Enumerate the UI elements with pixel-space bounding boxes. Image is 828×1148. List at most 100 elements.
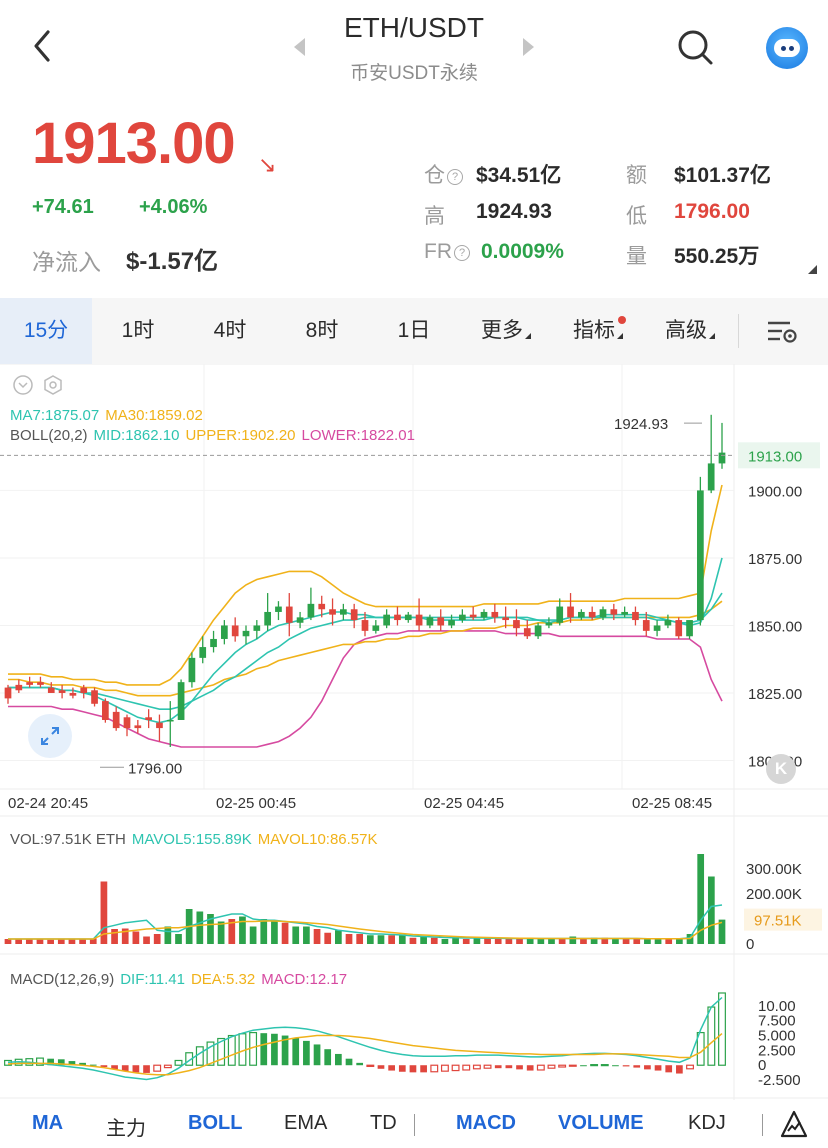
help-icon[interactable]: ? [454,245,470,261]
volume-bar [249,926,257,944]
candle-body [632,611,639,621]
indicator-volume[interactable]: VOLUME [558,1112,644,1134]
last-price: 1913.00 [32,111,236,176]
indicator-kdj[interactable]: KDJ [688,1112,726,1134]
candle-body [102,701,109,720]
legend-dif: DIF:11.41 [120,971,185,988]
macd-bar [335,1053,342,1066]
tab-1h[interactable]: 1时 [121,319,155,342]
indicator-ema[interactable]: EMA [284,1112,328,1134]
legend-dea: DEA:5.32 [191,971,255,988]
indicator-main-force[interactable]: 主力 [106,1118,146,1140]
candle-body [199,647,207,658]
volume-bar [111,929,118,944]
volume-y-tick: 200.00K [746,886,802,903]
gear-icon[interactable] [42,374,64,396]
candle-body [480,611,488,618]
candle-body [502,617,509,621]
candle-body [37,682,44,685]
candle-body [437,617,445,626]
candle-body [275,606,282,612]
tab-15m[interactable]: 15分 [0,298,92,364]
indicator-boll[interactable]: BOLL [188,1112,243,1134]
candle-body [318,603,326,610]
volume-bar [313,929,321,944]
candle-body [15,684,23,691]
tab-4h[interactable]: 4时 [213,319,247,342]
volume-bar [377,935,385,944]
boll-upper-line [8,484,723,686]
k-logo-icon[interactable]: K [766,754,796,784]
macd-bar [132,1065,140,1073]
macd-bar [505,1065,513,1069]
candle-body [340,609,347,615]
volume-bar [36,939,44,944]
volume-bar [143,936,150,944]
open-interest-stat: 仓? [424,159,463,189]
macd-bar [676,1065,683,1074]
candle-body [697,490,704,621]
tab-more[interactable]: 更多 [460,298,552,364]
indicator-ma[interactable]: MA [32,1112,64,1134]
macd-bar [345,1058,353,1066]
tab-1d[interactable]: 1日 [397,319,431,342]
volume-bar [57,939,65,944]
indicator-td[interactable]: TD [370,1112,397,1134]
search-icon[interactable] [676,27,714,67]
macd-bar [547,1064,556,1069]
candle-body [156,722,163,729]
expand-corner-icon[interactable] [808,265,817,274]
y-tick-label: 1850.00 [748,618,802,635]
indicator-macd[interactable]: MACD [456,1112,516,1134]
volume-bar [164,926,172,944]
tab-advanced-label: 高级 [665,319,707,342]
legend-mavol5: MAVOL5:155.89K [132,831,252,848]
candle-body [686,620,693,637]
volume-bar [345,934,353,944]
dea-line [7,1033,723,1076]
candle-body [4,687,12,699]
volume-bar [633,939,641,944]
legend-ma30: MA30:1859.02 [105,407,203,424]
next-pair-icon[interactable] [523,38,534,56]
volume-bar [153,934,161,944]
macd-bar [580,1065,587,1067]
kline-chart-svg[interactable]: 1900.001875.001850.001825.001800.001913.… [0,363,828,1104]
macd-bar [536,1064,545,1071]
volume-bar [409,937,417,944]
fullscreen-button[interactable] [28,714,72,758]
low-annotation: 1796.00 [128,760,182,777]
volume-bar [665,939,673,944]
collapse-chevron-icon[interactable] [12,374,34,396]
macd-y-tick: 0 [758,1057,766,1074]
previous-pair-icon[interactable] [294,38,305,56]
macd-bar [590,1064,599,1067]
volume-bar [526,937,534,944]
macd-bar [568,1064,577,1067]
macd-bar [451,1064,460,1072]
candle-body [307,603,315,618]
chart-settings-icon[interactable] [766,318,798,346]
volume-bar [89,938,97,944]
tab-8h[interactable]: 8时 [305,319,339,342]
macd-bar [195,1046,204,1066]
candle-body [513,620,520,629]
tab-advanced[interactable]: 高级 [644,298,736,364]
candle-body [523,628,531,637]
high-label: 高 [424,205,445,228]
back-arrow-icon[interactable] [28,24,56,68]
avatar[interactable] [766,27,808,69]
volume-bar [281,922,289,944]
help-icon[interactable]: ? [447,169,463,185]
macd-bar [100,1065,108,1068]
volume-bar [292,926,300,944]
volume-bar [569,936,577,944]
legend-macd-value: MACD:12.17 [261,971,347,988]
volume-bar [121,928,129,944]
candle-body [459,614,466,621]
pair-title[interactable]: ETH/USDT [344,12,484,43]
chart-area[interactable]: 1900.001875.001850.001825.001800.001913.… [0,363,828,1104]
drawing-tool-icon[interactable] [780,1110,808,1138]
macd-bar [600,1064,609,1067]
tab-indicators[interactable]: 指标 [552,298,644,364]
